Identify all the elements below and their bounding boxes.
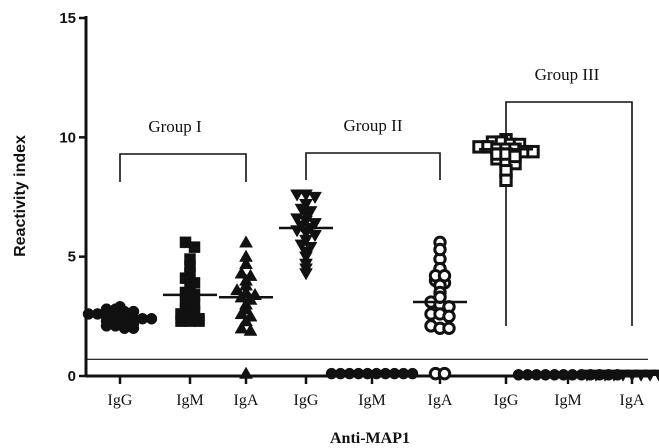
x-tick-label: IgA <box>234 392 259 409</box>
group-bracket <box>505 101 633 326</box>
data-point <box>234 306 249 320</box>
median-lines <box>93 148 659 377</box>
group-bracket <box>305 152 441 180</box>
data-point <box>145 312 158 325</box>
data-point <box>234 321 249 334</box>
x-tick-label: IgM <box>358 392 386 409</box>
y-tick-label: 0 <box>68 368 76 385</box>
y-tick-label: 5 <box>68 249 76 266</box>
data-point <box>308 191 322 205</box>
data-point <box>184 291 196 303</box>
data-point <box>239 314 253 327</box>
data-point <box>127 317 140 330</box>
data-points <box>82 133 659 382</box>
data-point <box>299 199 313 212</box>
x-tick-label: IgM <box>554 392 582 409</box>
data-point <box>243 323 258 336</box>
data-point <box>499 173 513 187</box>
data-point <box>188 241 201 253</box>
data-point <box>442 309 456 324</box>
group-label: Group II <box>343 116 402 135</box>
data-point <box>243 268 258 281</box>
data-point <box>234 266 249 279</box>
data-point <box>442 321 456 335</box>
data-point <box>406 367 419 380</box>
data-point <box>526 144 540 159</box>
data-point <box>193 315 205 327</box>
data-point <box>433 242 447 257</box>
axes: 0 5 10 15 IgG IgM IgA IgG IgM IgA IgG IgM IgA <box>59 10 648 409</box>
x-tick-label: IgG <box>294 392 319 409</box>
y-tick-label: 10 <box>59 129 76 146</box>
data-point <box>437 366 452 381</box>
data-point <box>299 246 313 259</box>
x-tick-label: IgM <box>176 392 204 409</box>
group-label: Group III <box>535 65 600 84</box>
data-point <box>299 268 313 281</box>
x-tick-label: IgA <box>428 392 453 409</box>
x-tick-label: IgG <box>108 392 133 409</box>
group-label: Group I <box>148 117 202 136</box>
data-point <box>239 235 253 248</box>
x-tick-label: IgA <box>620 392 645 409</box>
data-point <box>239 256 253 269</box>
data-point <box>508 149 522 164</box>
y-tick-label: 15 <box>59 10 76 27</box>
data-point <box>239 366 253 379</box>
data-point <box>243 292 258 305</box>
y-axis-label: Reactivity index <box>12 135 29 257</box>
data-point <box>290 189 304 202</box>
group-bracket <box>119 153 247 182</box>
data-point <box>184 267 196 280</box>
x-axis-label: Anti-MAP1 <box>330 430 410 447</box>
group-brackets: Group I Group II Group III <box>119 65 633 326</box>
data-point <box>230 283 244 296</box>
x-tick-label: IgG <box>494 392 519 409</box>
